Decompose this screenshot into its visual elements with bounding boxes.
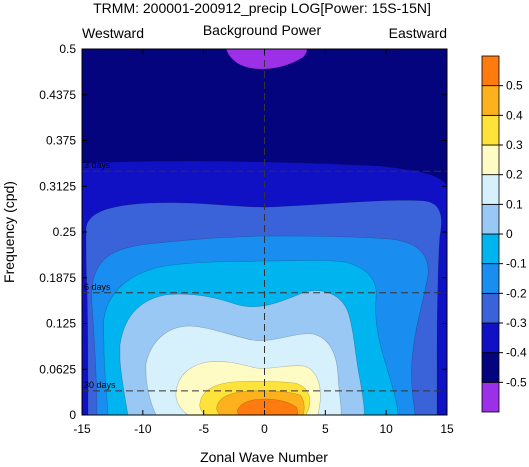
colorbar-swatch — [481, 85, 500, 116]
colorbar: -0.5 -0.4 -0.3 -0.2 -0.1 0 0.1 0.2 0.3 0.4 0.5 — [481, 55, 527, 413]
x-tick-label: -10 — [134, 422, 152, 436]
y-tick-label: 0.25 — [53, 225, 77, 239]
colorbar-label: -0.3 — [506, 316, 527, 330]
y-tick-label: 0.125 — [46, 317, 76, 331]
period-label: 3 days — [84, 160, 111, 170]
colorbar-swatch — [481, 114, 500, 146]
colorbar-swatch — [481, 144, 500, 176]
period-lines: 3 days 6 days 30 days — [82, 160, 447, 392]
colorbar-label: 0.4 — [506, 108, 523, 122]
colorbar-label: -0.5 — [506, 375, 527, 389]
colorbar-swatch — [481, 203, 500, 235]
y-axis-ticks: 0 0.0625 0.125 0.1875 0.25 0.3125 0.375 0.4375 0… — [39, 42, 447, 422]
x-tick-label: 10 — [379, 422, 393, 436]
contour-region-below-minus-0-5 — [225, 49, 308, 70]
colorbar-label: 0.3 — [506, 138, 523, 152]
colorbar-label: 0.1 — [506, 197, 523, 211]
x-tick-label: 0 — [261, 422, 268, 436]
colorbar-swatch — [481, 55, 500, 87]
contour-region-0-5 — [237, 398, 299, 415]
period-label: 6 days — [84, 282, 111, 292]
center-subtitle: Background Power — [203, 22, 322, 38]
colorbar-swatch — [481, 174, 500, 205]
colorbar-swatch — [481, 233, 500, 265]
x-axis-label: Zonal Wave Number — [200, 449, 328, 465]
x-tick-label: 15 — [440, 422, 454, 436]
y-tick-label: 0.3125 — [39, 179, 76, 193]
y-tick-label: 0.375 — [46, 134, 76, 148]
colorbar-swatch — [481, 322, 500, 354]
colorbar-swatch — [481, 381, 500, 413]
x-tick-label: 5 — [322, 422, 329, 436]
colorbar-swatch — [481, 292, 500, 324]
colorbar-label: 0.2 — [506, 168, 523, 182]
y-axis-label: Frequency (cpd) — [1, 181, 17, 283]
chart-title: TRMM: 200001-200912_precip LOG[Power: 15… — [93, 0, 431, 16]
x-tick-label: -15 — [73, 422, 91, 436]
colorbar-label: 0 — [506, 227, 513, 241]
x-axis-ticks: -15 -10 -5 0 5 10 15 — [73, 49, 454, 436]
y-tick-label: 0.5 — [59, 42, 76, 56]
y-tick-label: 0.1875 — [39, 271, 76, 285]
x-tick-label: -5 — [198, 422, 209, 436]
colorbar-label: -0.1 — [506, 257, 527, 271]
colorbar-swatch — [481, 352, 500, 383]
right-subtitle: Eastward — [389, 25, 447, 41]
colorbar-label: -0.4 — [506, 346, 527, 360]
colorbar-label: -0.2 — [506, 286, 527, 300]
y-tick-label: 0 — [69, 408, 76, 422]
y-tick-label: 0.4375 — [39, 88, 76, 102]
colorbar-label: 0.5 — [506, 79, 523, 93]
period-label: 30 days — [84, 380, 116, 390]
left-subtitle: Westward — [82, 25, 144, 41]
y-tick-label: 0.0625 — [39, 362, 76, 376]
colorbar-swatch — [481, 263, 500, 294]
